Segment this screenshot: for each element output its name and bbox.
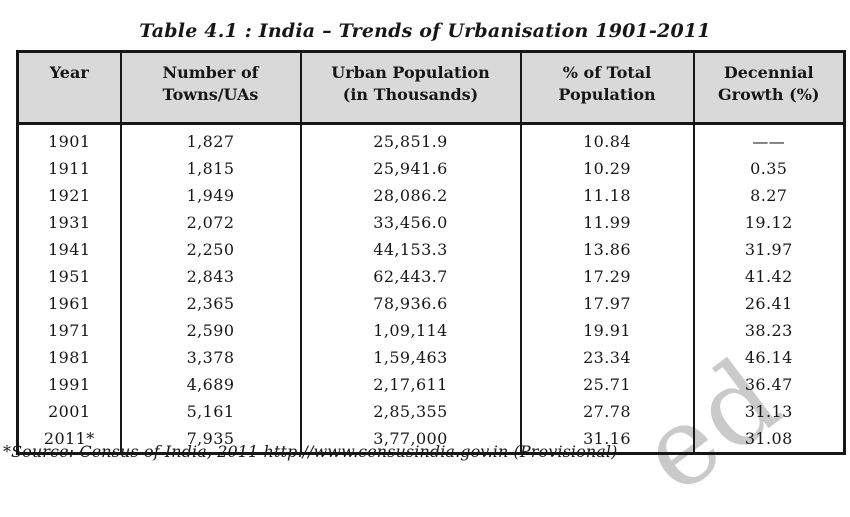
- table-cell: 19.12: [692, 209, 846, 236]
- column-header-label: Decennial: [723, 63, 814, 82]
- column-header-year: Year: [16, 50, 122, 125]
- table-header-row: Year Number of Towns/UAs Urban Populatio…: [16, 50, 846, 125]
- table-cell: 5,161: [119, 398, 302, 425]
- table-row: 1981 3,378 1,59,463 23.34 46.14: [16, 344, 846, 371]
- table-row: 2011* 7,935 3,77,000 31.16 31.08: [16, 425, 846, 454]
- table-cell: 1951: [16, 263, 122, 290]
- table-cell: 10.84: [519, 123, 695, 155]
- table-cell: 78,936.6: [299, 290, 522, 317]
- table-row: 1921 1,949 28,086.2 11.18 8.27: [16, 182, 846, 209]
- table-cell: 1,59,463: [299, 344, 522, 371]
- table-row: 1931 2,072 33,456.0 11.99 19.12: [16, 209, 846, 236]
- table-cell: 31.16: [519, 425, 695, 454]
- table-row: 1951 2,843 62,443.7 17.29 41.42: [16, 263, 846, 290]
- table-cell: 13.86: [519, 236, 695, 263]
- table-cell: 38.23: [692, 317, 846, 344]
- table-row: 1901 1,827 25,851.9 10.84 ——: [16, 123, 846, 155]
- table-cell: 1,815: [119, 155, 302, 182]
- table-cell: 31.13: [692, 398, 846, 425]
- column-header-label: Urban Population: [331, 63, 490, 82]
- table-cell: 1,949: [119, 182, 302, 209]
- table-cell: 23.34: [519, 344, 695, 371]
- table-cell: 26.41: [692, 290, 846, 317]
- table-cell: 28,086.2: [299, 182, 522, 209]
- column-header-label: Towns/UAs: [162, 85, 259, 104]
- table-cell: 0.35: [692, 155, 846, 182]
- table-row: 2001 5,161 2,85,355 27.78 31.13: [16, 398, 846, 425]
- table-cell: 31.08: [692, 425, 846, 454]
- source-footnote: *Source: Census of India, 2011 http.//ww…: [3, 442, 618, 461]
- table-cell: 11.18: [519, 182, 695, 209]
- table-cell: 1,09,114: [299, 317, 522, 344]
- table-cell: 4,689: [119, 371, 302, 398]
- table-cell: 2,250: [119, 236, 302, 263]
- table-cell: 3,378: [119, 344, 302, 371]
- table-cell: 33,456.0: [299, 209, 522, 236]
- table-cell: 2001: [16, 398, 122, 425]
- urbanisation-table: Year Number of Towns/UAs Urban Populatio…: [16, 50, 846, 455]
- table-cell: 1901: [16, 123, 122, 155]
- table-cell: 1971: [16, 317, 122, 344]
- table-cell: 2,365: [119, 290, 302, 317]
- page-title: Table 4.1 : India – Trends of Urbanisati…: [139, 20, 711, 42]
- table-cell: 1961: [16, 290, 122, 317]
- column-header-towns: Number of Towns/UAs: [119, 50, 302, 125]
- table-cell: 2,843: [119, 263, 302, 290]
- column-header-label: Number of: [162, 63, 259, 82]
- column-header-decennial-growth: Decennial Growth (%): [692, 50, 846, 125]
- table-row: 1991 4,689 2,17,611 25.71 36.47: [16, 371, 846, 398]
- table-cell: 1931: [16, 209, 122, 236]
- column-header-urban-population: Urban Population (in Thousands): [299, 50, 522, 125]
- table-cell: 10.29: [519, 155, 695, 182]
- table-cell: 2,072: [119, 209, 302, 236]
- table-cell: 1941: [16, 236, 122, 263]
- table-cell: 36.47: [692, 371, 846, 398]
- table-cell: 17.97: [519, 290, 695, 317]
- table-body: 1901 1,827 25,851.9 10.84 —— 1911 1,815 25,941.…: [16, 123, 846, 454]
- table-row: 1971 2,590 1,09,114 19.91 38.23: [16, 317, 846, 344]
- table-cell: 27.78: [519, 398, 695, 425]
- table-cell: 8.27: [692, 182, 846, 209]
- table-cell: ——: [692, 123, 846, 155]
- table-cell: 41.42: [692, 263, 846, 290]
- table-cell: 17.29: [519, 263, 695, 290]
- column-header-label: % of Total: [562, 63, 652, 82]
- table-cell: 25.71: [519, 371, 695, 398]
- table-cell: 11.99: [519, 209, 695, 236]
- table-cell: 2,17,611: [299, 371, 522, 398]
- table-cell: 1921: [16, 182, 122, 209]
- table-cell: 31.97: [692, 236, 846, 263]
- column-header-percent-total: % of Total Population: [519, 50, 695, 125]
- table-row: 1911 1,815 25,941.6 10.29 0.35: [16, 155, 846, 182]
- column-header-label: (in Thousands): [342, 85, 479, 104]
- table-cell: 1981: [16, 344, 122, 371]
- table-cell: 7,935: [119, 425, 302, 454]
- table-row: 1941 2,250 44,153.3 13.86 31.97: [16, 236, 846, 263]
- table-cell: 19.91: [519, 317, 695, 344]
- table-cell: 25,941.6: [299, 155, 522, 182]
- table-cell: 2,85,355: [299, 398, 522, 425]
- table-cell: 2,590: [119, 317, 302, 344]
- table-cell: 2011*: [16, 425, 122, 454]
- table-cell: 25,851.9: [299, 123, 522, 155]
- column-header-label: Growth (%): [718, 85, 820, 104]
- table-cell: 1911: [16, 155, 122, 182]
- table-row: 1961 2,365 78,936.6 17.97 26.41: [16, 290, 846, 317]
- table-cell: 62,443.7: [299, 263, 522, 290]
- table-cell: 46.14: [692, 344, 846, 371]
- table-cell: 1,827: [119, 123, 302, 155]
- column-header-label: Year: [49, 63, 89, 82]
- table-cell: 44,153.3: [299, 236, 522, 263]
- table-cell: 1991: [16, 371, 122, 398]
- column-header-label: Population: [558, 85, 656, 104]
- table-cell: 3,77,000: [299, 425, 522, 454]
